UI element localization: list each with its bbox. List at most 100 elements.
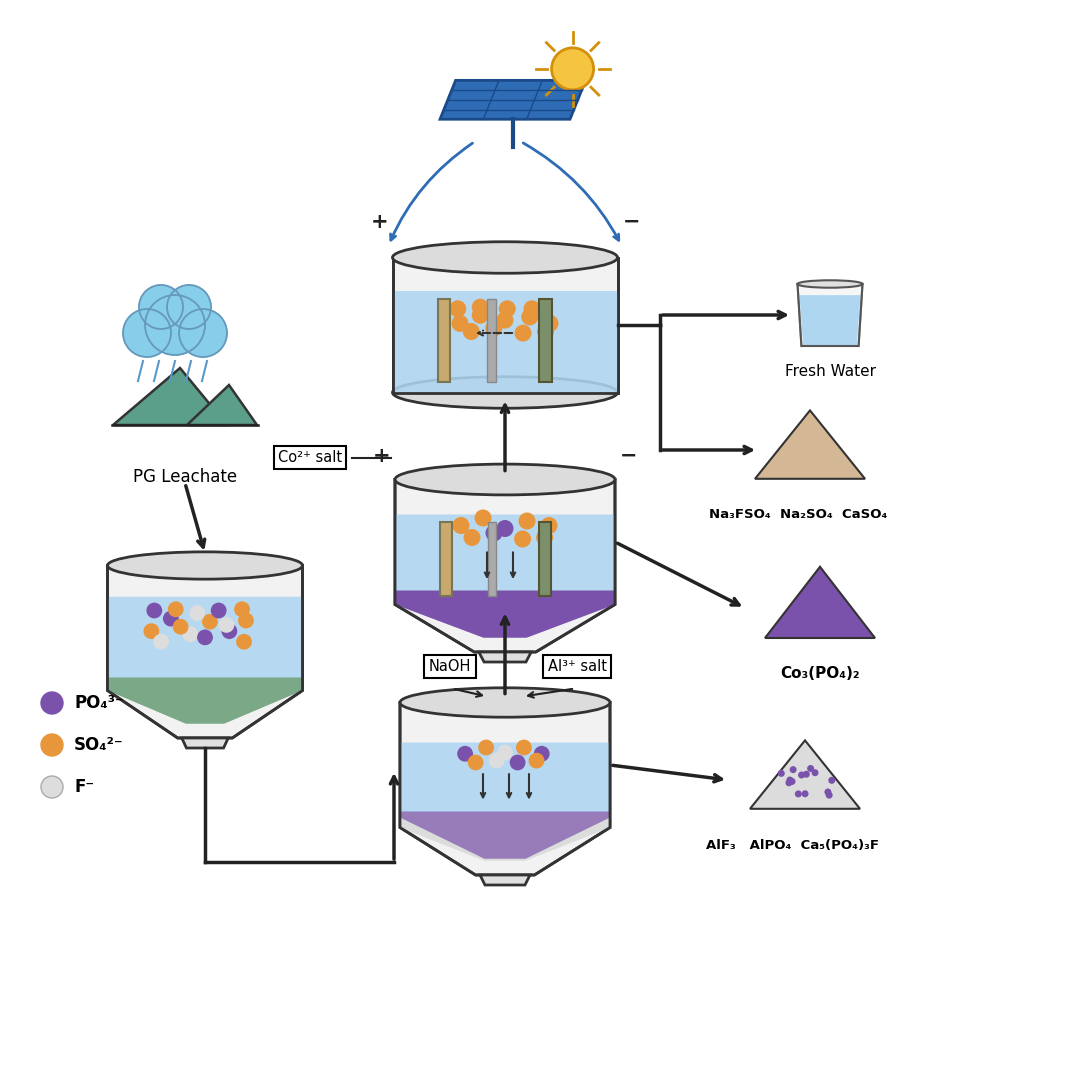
Text: F⁻: F⁻ bbox=[75, 778, 94, 796]
Circle shape bbox=[542, 315, 557, 332]
Text: NaOH: NaOH bbox=[429, 659, 471, 674]
Text: PG Leachate: PG Leachate bbox=[133, 468, 238, 486]
Text: −: − bbox=[620, 445, 637, 465]
Ellipse shape bbox=[395, 464, 615, 495]
Polygon shape bbox=[108, 597, 302, 717]
Circle shape bbox=[145, 295, 205, 355]
Polygon shape bbox=[487, 522, 496, 595]
Circle shape bbox=[812, 770, 818, 775]
Circle shape bbox=[164, 611, 178, 625]
Circle shape bbox=[239, 613, 253, 627]
Text: Co₃(PO₄)₂: Co₃(PO₄)₂ bbox=[780, 665, 860, 680]
Circle shape bbox=[219, 618, 233, 632]
Circle shape bbox=[475, 510, 490, 526]
Ellipse shape bbox=[797, 281, 863, 287]
Text: AlF₃   AlPO₄  Ca₅(PO₄)₃F: AlF₃ AlPO₄ Ca₅(PO₄)₃F bbox=[705, 838, 878, 851]
Circle shape bbox=[454, 517, 469, 534]
Circle shape bbox=[515, 325, 530, 341]
Circle shape bbox=[516, 740, 531, 755]
Text: PO₄³⁻: PO₄³⁻ bbox=[75, 694, 124, 712]
Polygon shape bbox=[440, 80, 585, 119]
Circle shape bbox=[212, 604, 226, 618]
Text: +: + bbox=[370, 212, 388, 231]
Circle shape bbox=[198, 630, 212, 645]
Circle shape bbox=[825, 789, 831, 795]
Polygon shape bbox=[392, 292, 618, 392]
Circle shape bbox=[464, 529, 480, 545]
Polygon shape bbox=[395, 591, 615, 638]
Circle shape bbox=[203, 615, 217, 629]
Circle shape bbox=[147, 604, 162, 618]
Circle shape bbox=[522, 309, 538, 325]
Ellipse shape bbox=[392, 377, 618, 408]
Polygon shape bbox=[438, 299, 450, 382]
Circle shape bbox=[497, 521, 513, 537]
Circle shape bbox=[222, 624, 237, 638]
Text: Co²⁺ salt: Co²⁺ salt bbox=[278, 450, 342, 465]
Text: Fresh Water: Fresh Water bbox=[784, 364, 876, 378]
Circle shape bbox=[489, 754, 503, 768]
Circle shape bbox=[167, 285, 211, 329]
Polygon shape bbox=[400, 702, 610, 875]
Circle shape bbox=[174, 620, 188, 634]
Polygon shape bbox=[392, 257, 618, 392]
Circle shape bbox=[538, 324, 553, 339]
Circle shape bbox=[541, 517, 557, 534]
Circle shape bbox=[519, 513, 535, 529]
Circle shape bbox=[786, 780, 792, 785]
Circle shape bbox=[472, 308, 488, 323]
Polygon shape bbox=[539, 299, 552, 382]
Circle shape bbox=[524, 301, 540, 316]
Circle shape bbox=[498, 745, 512, 759]
Circle shape bbox=[799, 772, 805, 778]
Circle shape bbox=[469, 755, 483, 770]
Circle shape bbox=[450, 301, 465, 316]
Text: Al³⁺ salt: Al³⁺ salt bbox=[548, 659, 607, 674]
Circle shape bbox=[511, 755, 525, 770]
Polygon shape bbox=[395, 480, 615, 652]
Text: Na₃FSO₄  Na₂SO₄  CaSO₄: Na₃FSO₄ Na₂SO₄ CaSO₄ bbox=[708, 509, 887, 522]
Circle shape bbox=[497, 312, 513, 328]
Circle shape bbox=[144, 624, 159, 638]
Circle shape bbox=[41, 734, 63, 756]
Circle shape bbox=[154, 635, 168, 649]
Circle shape bbox=[190, 606, 204, 620]
Circle shape bbox=[463, 324, 480, 339]
Text: SO₄²⁻: SO₄²⁻ bbox=[75, 735, 123, 754]
Circle shape bbox=[826, 793, 832, 798]
Polygon shape bbox=[478, 652, 531, 662]
Circle shape bbox=[237, 635, 252, 649]
Circle shape bbox=[184, 627, 198, 642]
Ellipse shape bbox=[400, 688, 610, 717]
Circle shape bbox=[808, 766, 813, 771]
Circle shape bbox=[41, 777, 63, 798]
Polygon shape bbox=[797, 284, 863, 346]
Circle shape bbox=[535, 746, 549, 761]
Circle shape bbox=[552, 48, 594, 90]
Polygon shape bbox=[480, 875, 530, 885]
Circle shape bbox=[529, 754, 543, 768]
Text: +: + bbox=[373, 445, 391, 465]
Circle shape bbox=[779, 770, 784, 777]
Polygon shape bbox=[440, 522, 451, 595]
Circle shape bbox=[802, 791, 808, 797]
Polygon shape bbox=[539, 522, 551, 595]
Circle shape bbox=[139, 285, 183, 329]
Circle shape bbox=[515, 531, 530, 546]
Circle shape bbox=[796, 792, 801, 797]
Polygon shape bbox=[487, 299, 496, 382]
Circle shape bbox=[123, 309, 171, 357]
Circle shape bbox=[789, 779, 795, 784]
Ellipse shape bbox=[392, 242, 618, 273]
Polygon shape bbox=[113, 368, 227, 426]
Polygon shape bbox=[750, 741, 860, 809]
Polygon shape bbox=[400, 743, 610, 853]
Circle shape bbox=[453, 315, 468, 332]
Polygon shape bbox=[755, 410, 865, 478]
Circle shape bbox=[478, 740, 494, 755]
Circle shape bbox=[829, 778, 835, 783]
Ellipse shape bbox=[108, 552, 302, 579]
Circle shape bbox=[804, 771, 809, 777]
Circle shape bbox=[179, 309, 227, 357]
Circle shape bbox=[458, 746, 472, 761]
